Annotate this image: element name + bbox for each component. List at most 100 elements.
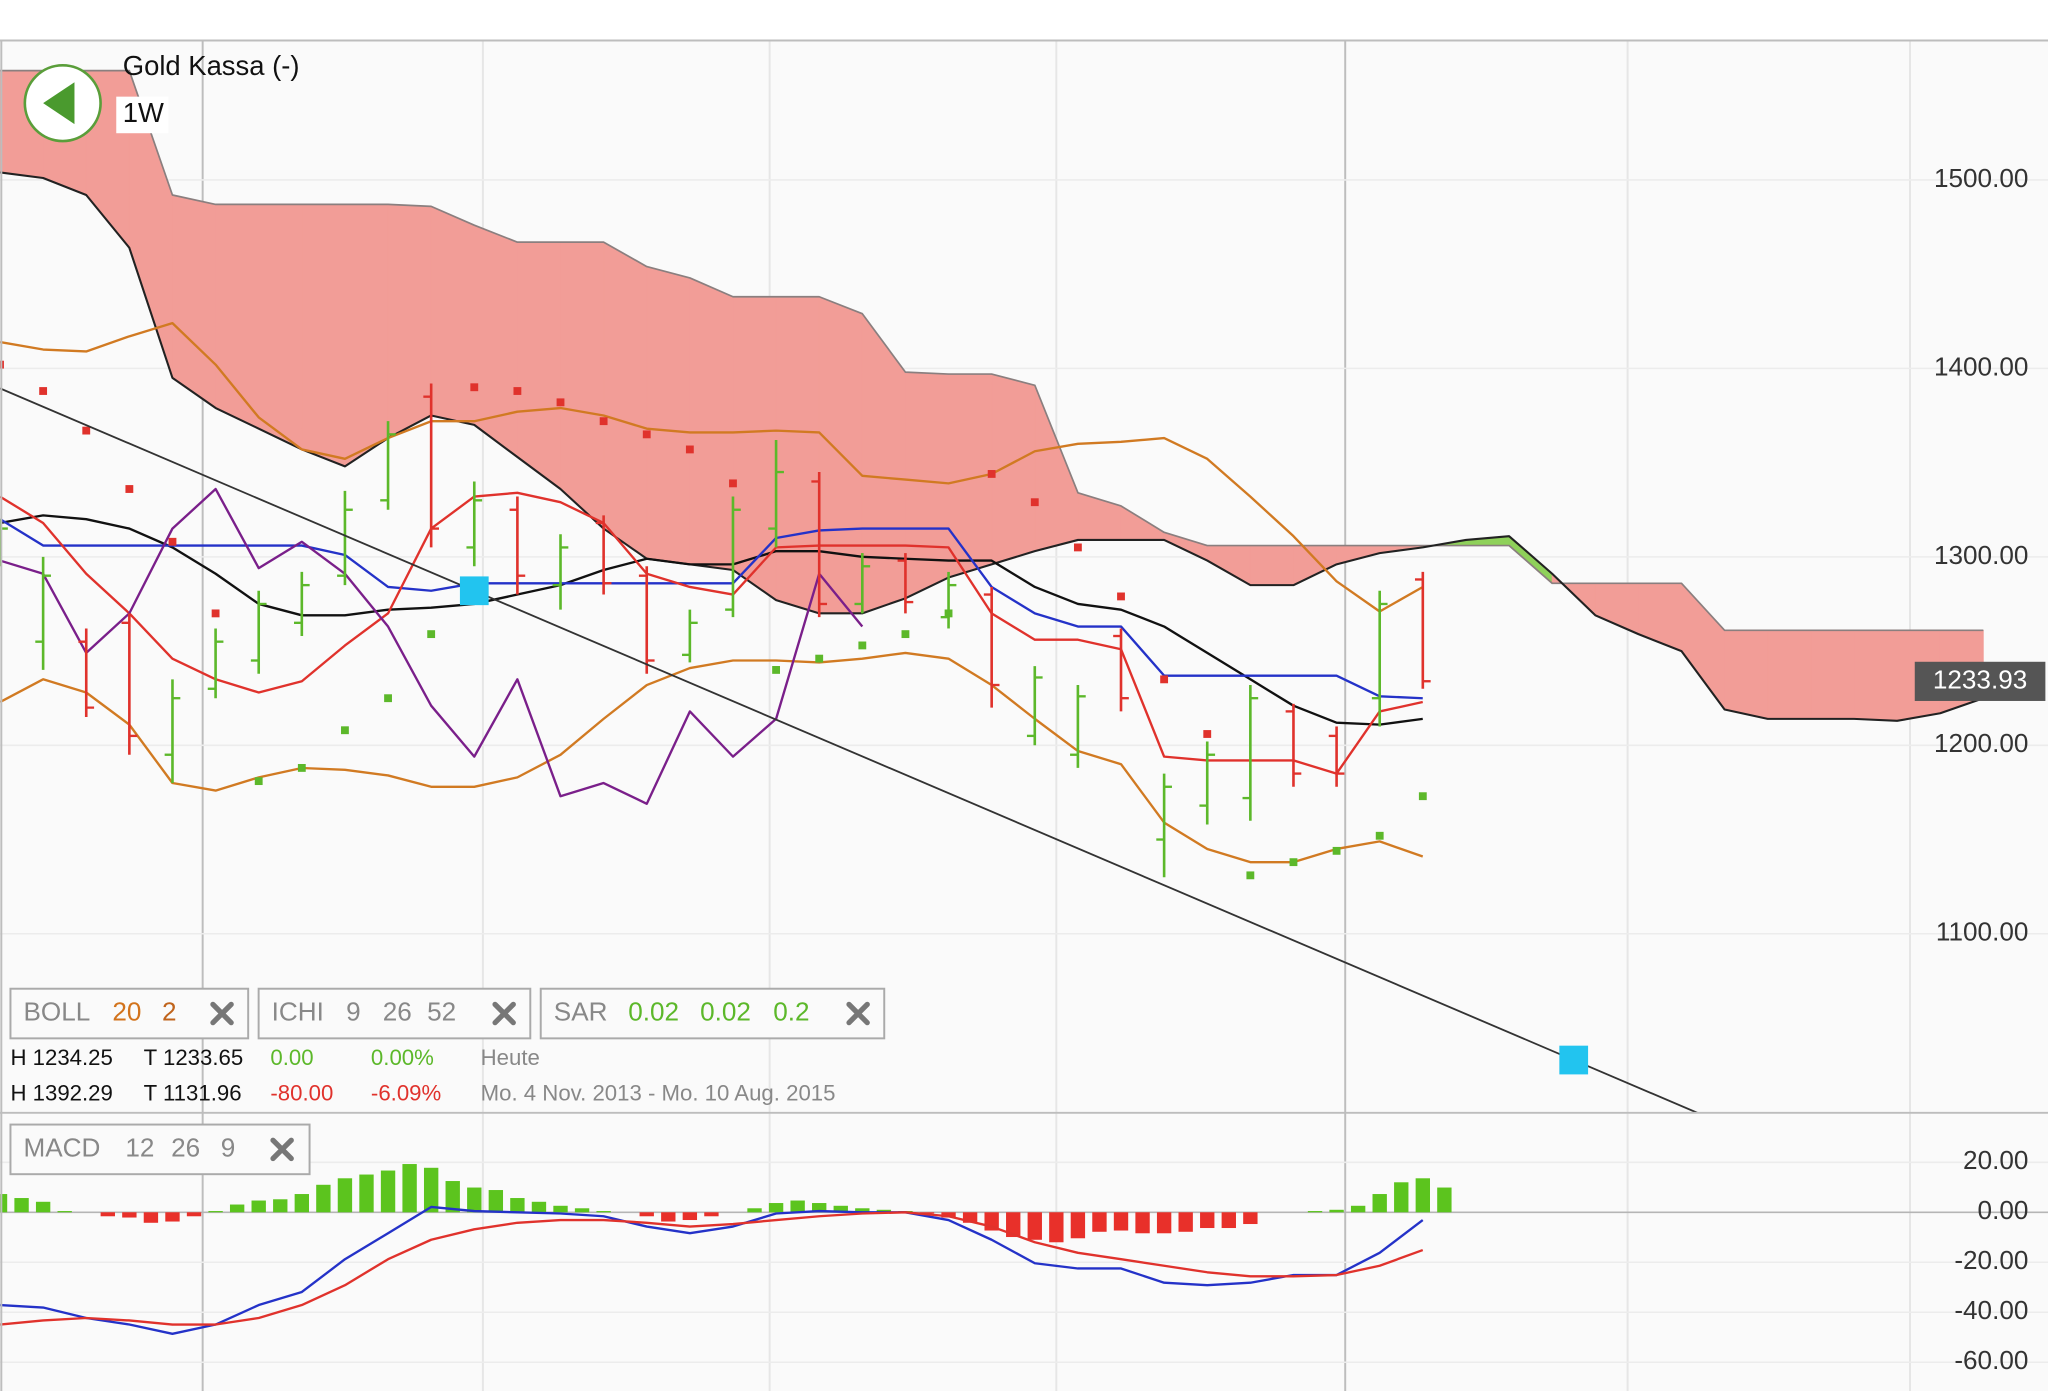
last-price-label: 1233.93: [1933, 664, 2027, 694]
close-button[interactable]: [210, 1001, 234, 1026]
sar-dot: [729, 479, 737, 488]
cloud-segment: [430, 205, 475, 426]
indicator-chip[interactable]: MACD 12 26 9: [9, 1123, 311, 1176]
indicator-name: MACD: [24, 1132, 101, 1162]
sar-dot: [1289, 858, 1298, 867]
sar-dot: [513, 387, 522, 395]
macd-histogram-bar: [531, 1201, 547, 1213]
y-tick-label: 0.00: [1978, 1195, 2029, 1225]
sar-dot: [1375, 831, 1384, 840]
cloud-segment: [1724, 629, 1769, 720]
indicator-param: 26: [383, 996, 412, 1026]
indicator-name: BOLL: [24, 996, 91, 1026]
sar-dot: [1117, 592, 1125, 601]
macd-histogram-bar: [359, 1174, 374, 1213]
macd-histogram-bar: [510, 1198, 525, 1213]
sar-dot: [1203, 730, 1212, 738]
macd-histogram-bar: [402, 1164, 417, 1213]
macd-histogram-bar: [790, 1200, 805, 1213]
close-button[interactable]: [492, 1001, 516, 1026]
cloud-span-b: [0, 69, 1984, 632]
y-tick-label: -20.00: [1954, 1245, 2028, 1275]
indicator-chip[interactable]: SAR 0.02 0.02 0.2: [539, 987, 886, 1040]
cloud-segment: [517, 241, 561, 490]
macd-histogram-bar: [208, 1211, 223, 1213]
macd-histogram-bar: [1415, 1178, 1430, 1213]
indicator-chip[interactable]: ICHI 9 26 52: [257, 987, 532, 1040]
indicator-param: 52: [427, 996, 456, 1026]
indicator-param: 9: [346, 996, 361, 1026]
stat-change-percent: 0.00%: [371, 1045, 434, 1070]
back-button[interactable]: [23, 63, 102, 143]
sar-dot: [427, 630, 436, 639]
cloud-segment: [387, 204, 432, 439]
sar-dot: [211, 609, 220, 618]
stat-change: -80.00: [270, 1080, 333, 1105]
macd-histogram-bar: [423, 1167, 439, 1213]
macd-histogram-bar: [1178, 1212, 1193, 1232]
macd-histogram-bar: [0, 1194, 8, 1213]
cloud-segment: [689, 277, 734, 571]
sar-dot: [815, 654, 824, 663]
sar-dot: [470, 383, 479, 392]
macd-histogram-bar: [165, 1212, 180, 1222]
macd-histogram-bar: [316, 1184, 331, 1213]
macd-histogram-bar: [1156, 1212, 1172, 1234]
indicator-line: [0, 514, 1423, 726]
y-tick-label: 1400.00: [1934, 351, 2028, 381]
macd-histogram-bar: [1243, 1212, 1258, 1225]
indicator-param: 2: [162, 996, 177, 1026]
chip-box: [257, 987, 532, 1040]
macd-histogram-bar: [682, 1212, 698, 1221]
cloud-segment: [473, 224, 518, 458]
sar-dot: [297, 764, 306, 772]
close-button[interactable]: [846, 1001, 870, 1026]
trend-handle[interactable]: [459, 576, 489, 606]
sar-dot: [772, 666, 781, 674]
macd-histogram-bar: [57, 1211, 72, 1213]
macd-histogram-bar: [337, 1178, 353, 1213]
macd-histogram-bar: [488, 1190, 504, 1213]
cloud-segment: [775, 296, 820, 614]
sar-dot: [1418, 792, 1427, 801]
indicator-line: [0, 651, 1424, 864]
indicator-name: SAR: [554, 996, 608, 1026]
macd-histogram-bar: [100, 1212, 115, 1217]
stat-low: T 1233.65: [144, 1045, 244, 1070]
indicator-line: [0, 487, 864, 805]
cloud-segment: [1810, 629, 1855, 720]
y-tick-label: 1100.00: [1936, 917, 2028, 947]
cloud-segment: [258, 204, 303, 451]
sar-dot: [858, 641, 867, 650]
cloud-segment: [1249, 545, 1294, 586]
stat-low: T 1131.96: [144, 1080, 242, 1105]
sar-dot: [1073, 543, 1082, 552]
macd-histogram-bar: [833, 1205, 848, 1213]
macd-histogram-bar: [747, 1208, 762, 1213]
macd-line: [0, 1211, 1424, 1326]
macd-histogram-bar: [1006, 1212, 1021, 1238]
sar-dot: [1246, 871, 1255, 880]
macd-histogram-bar: [1437, 1187, 1452, 1213]
stat-period: Mo. 4 Nov. 2013 - Mo. 10 Aug. 2015: [481, 1080, 836, 1105]
sar-dot: [125, 485, 134, 493]
sar-dot: [599, 417, 608, 426]
y-tick-label: 1200.00: [1934, 728, 2028, 758]
chip-box: [9, 1123, 311, 1176]
cloud-segment: [344, 204, 389, 468]
cloud-segment: [1853, 629, 1898, 722]
sar-dot: [254, 777, 263, 786]
indicator-param: 0.2: [773, 996, 809, 1026]
macd-histogram-bar: [1394, 1182, 1409, 1213]
back-arrow[interactable]: [43, 82, 75, 125]
sar-dot: [987, 470, 996, 478]
close-button[interactable]: [270, 1137, 294, 1162]
macd-histogram-bar: [704, 1212, 719, 1217]
trend-handle[interactable]: [1559, 1045, 1589, 1075]
y-tick-label: -40.00: [1954, 1295, 2028, 1325]
trend-line: [0, 387, 1700, 1113]
y-tick-label: -60.00: [1954, 1345, 2028, 1375]
timeframe-background: [116, 96, 169, 134]
indicator-chip[interactable]: BOLL 20 2: [9, 987, 250, 1040]
